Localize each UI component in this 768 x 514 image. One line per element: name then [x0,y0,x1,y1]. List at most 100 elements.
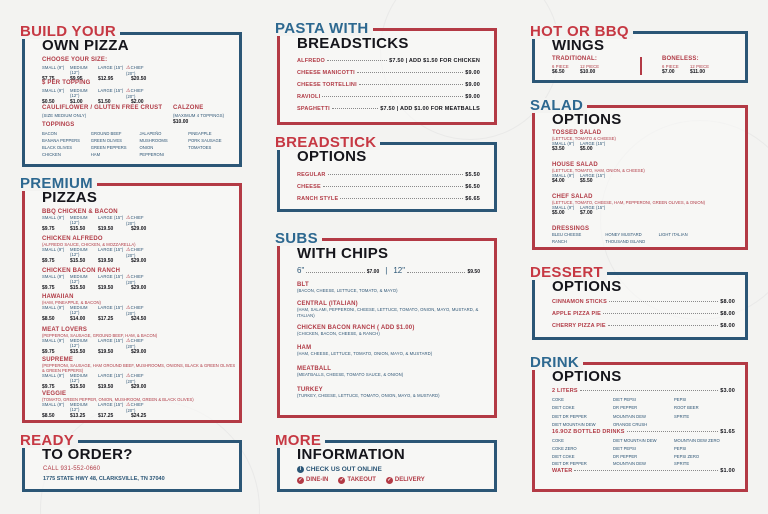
bottled-list: COKE DIET MOUNTAIN DEW MOUNTAIN DEW ZERO C… [552,438,720,467]
menu-item: RAVIOLI $9.00 [297,94,480,100]
section-title: SALAD [530,98,588,113]
menu-item: REGULAR $5.50 [297,172,480,178]
pizza-item: VEGGIE (TOMATO, GREEN PEPPER, ONION, MUS… [42,391,194,419]
cauliflower-crust: CAULIFLOWER / GLUTEN FREE CRUST [42,105,163,111]
section-title: READY [20,433,79,448]
warning-icon: ⚠ [126,247,131,253]
breadstick-panel [277,142,497,212]
sub-item: HAM (HAM, CHEESE, LETTUCE, TOMATO, ONION,… [297,345,433,356]
check-icon: ✓ [338,477,346,484]
warning-icon: ⚠ [126,338,131,344]
section-title: PREMIUM [20,176,97,191]
calzone-price: $10.00 [173,119,189,125]
calzone: CALZONE [173,105,204,111]
check-icon: ✓ [385,477,393,484]
calzone-note: (MAXIMUM 4 TOPPINGS) [173,113,225,118]
ready-panel [22,440,242,492]
section-subtitle: TO ORDER? [42,446,133,463]
menu-item: ALFREDO $7.50 | ADD $1.50 FOR CHICKEN [297,58,480,64]
menu-item: CINNAMON STICKS $8.00 [552,299,735,305]
dessert-panel [532,272,748,340]
size-prices: SMALL (9") MEDIUM (12") LARGE (15") ⚠CHI… [42,65,147,82]
premium-list: BBQ CHICKEN & BACON SMALL (9") MEDIUM (12… [42,209,237,421]
menu-item: RANCH STYLE $6.65 [297,196,480,202]
service-dine-in: ✓ DINE-IN [297,477,329,484]
sub-item: BLT (BACON, CHEESE, LETTUCE, TOMATO, & MA… [297,282,398,293]
menu-item: 2 LITERS $3.00 [552,388,735,394]
toppings-list: BACON GROUND BEEF JALAPEÑO PINEAPPLE BAN… [42,131,222,157]
topping-prices: SMALL (9") MEDIUM (12") LARGE (15") ⚠CHI… [42,88,144,105]
sub-item: MEATBALL (MEATBALLS, CHEESE, TOMATO SAUCE… [297,366,404,377]
build-pizza-panel [22,32,242,167]
salad-item: TOSSED SALAD (LETTUCE, TOMATO & CHEESE) … [552,130,616,152]
section-title: HOT OR BBQ [530,24,633,39]
warning-icon: ⚠ [126,88,131,94]
service-delivery: ✓ DELIVERY [385,477,425,484]
salad-item: CHEF SALAD (LETTUCE, TOMATO, CHEESE, HAM… [552,194,706,216]
section-title: DRINK [530,355,583,370]
menu-item: 16.9OZ BOTTLED DRINKS $1.65 [552,429,735,435]
salad-item: HOUSE SALAD (LETTUCE, TOMATO, HAM, ONION… [552,162,645,184]
check-icon: ✓ [297,477,304,484]
traditional-label: TRADITIONAL: [552,56,598,62]
pizza-item: HAWAIIAN (HAM, PINEAPPLE, & BACON) SMALL… [42,294,147,322]
phone-link[interactable]: CALL 931-552-0660 [43,466,101,472]
services-list: ✓ DINE-IN ✓ TAKEOUT ✓ DELIVERY [297,477,425,484]
dressings-list: BLEU CHEESE HONEY MUSTARD LIGHT ITALIAN RA… [552,232,688,244]
menu-item: CHEESE TORTELLINI $9.00 [297,82,480,88]
topping-price-label: $ PER TOPPING [42,80,91,86]
section-subtitle: INFORMATION [297,446,406,463]
section-title: BREADSTICK [275,135,381,150]
cauliflower-note: (SIZE MEDIUM ONLY) [42,113,87,118]
dessert-list: CINNAMON STICKS $8.00 APPLE PIZZA PIE $8.0… [552,299,735,335]
liters-list: COKE DIET PEPSI PEPSI DIET COKE DR PEPPER RO… [552,397,699,427]
section-title: PASTA WITH [275,21,373,36]
pizza-item: SUPREME (PEPPERONI, SAUSAGE, HAM GROUND … [42,357,236,390]
warning-icon: ⚠ [126,373,131,379]
warning-icon: ⚠ [126,305,131,311]
pasta-list: ALFREDO $7.50 | ADD $1.50 FOR CHICKEN CHE… [297,58,480,118]
service-takeout: ✓ TAKEOUT [338,477,376,484]
sub-item: CHICKEN BACON RANCH ( ADD $1.00) (CHICKEN… [297,325,415,336]
section-subtitle: OPTIONS [297,148,367,165]
pizza-item: CHICKEN BACON RANCH SMALL (9") MEDIUM (12… [42,268,147,291]
info-icon: i [297,466,304,473]
salad-panel [532,105,748,250]
toppings-label: TOPPINGS [42,122,75,128]
section-subtitle: OPTIONS [552,111,622,128]
dressings-label: DRESSINGS [552,226,590,232]
section-title: SUBS [275,231,322,246]
section-subtitle: BREADSTICKS [297,35,409,52]
section-title: MORE [275,433,326,448]
drink-list: 2 LITERS $3.00 COKE DIET PEPSI PEPSI DIET C… [552,388,735,477]
warning-icon: ⚠ [126,274,131,280]
section-subtitle: WITH CHIPS [297,245,389,262]
pizza-item: BBQ CHICKEN & BACON SMALL (9") MEDIUM (12… [42,209,147,232]
section-subtitle: OPTIONS [552,368,622,385]
divider [640,57,642,75]
boneless-prices: 6 PIECE 12 PIECE $7.00 $11.00 [662,64,710,75]
section-subtitle: OPTIONS [552,278,622,295]
boneless-label: BONELESS: [662,56,699,62]
menu-item: WATER $1.00 [552,468,735,474]
warning-icon: ⚠ [126,65,131,71]
sub-item: CENTRAL (ITALIAN) (HAM, SALAMI, PEPPERONI… [297,301,479,318]
subs-list: BLT (BACON, CHEESE, LETTUCE, TOMATO, & MA… [297,282,482,407]
section-subtitle: PIZZAS [42,189,98,206]
section-title: BUILD YOUR [20,24,121,39]
pizza-item: CHICKEN ALFREDO (ALFREDO SAUCE, CHICKEN,… [42,236,147,264]
sub-size-prices: 6" $7.00 | 12" $9.50 [297,266,480,275]
menu-item: SPAGHETTI $7.50 | ADD $1.00 FOR MEATBALLS [297,106,480,112]
online-link[interactable]: i CHECK US OUT ONLINE [297,466,382,473]
section-title: DESSERT [530,265,607,280]
address: 1775 STATE HWY 48, CLARKSVILLE, TN 37040 [43,476,165,482]
warning-icon: ⚠ [126,215,131,221]
breadstick-list: REGULAR $5.50 CHEESE $6.50 RANCH STYLE $6.6… [297,172,480,208]
subs-panel [277,238,497,418]
warning-icon: ⚠ [126,402,131,408]
sub-item: TURKEY (TURKEY, CHEESE, LETTUCE, TOMATO, … [297,387,440,398]
section-subtitle: OWN PIZZA [42,37,129,54]
pasta-panel [277,28,497,125]
menu-item: APPLE PIZZA PIE $8.00 [552,311,735,317]
premium-panel [22,183,242,423]
